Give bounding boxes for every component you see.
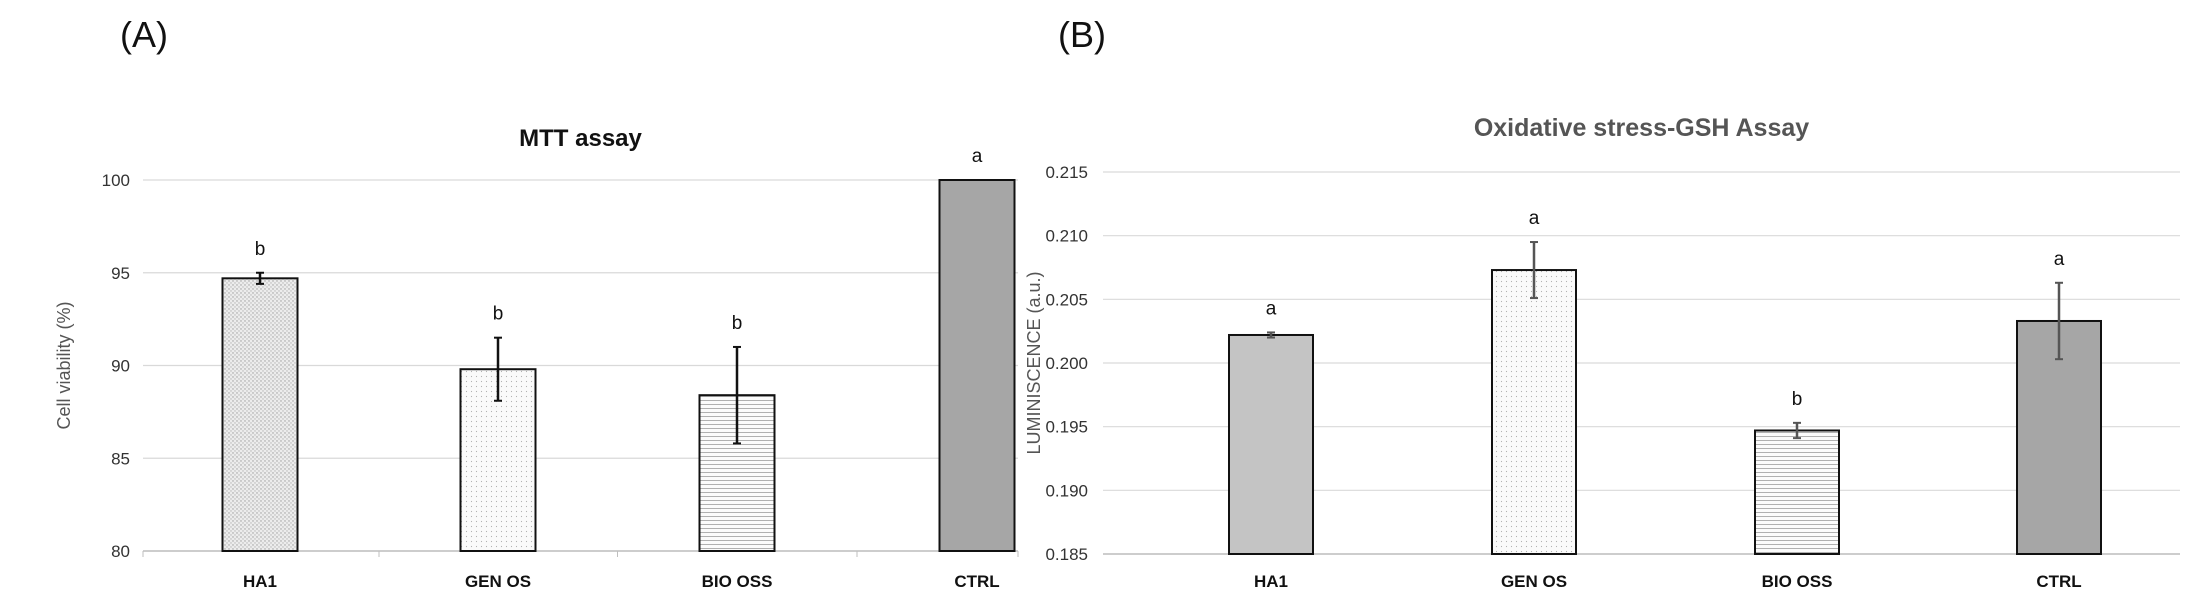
category-label: GEN OS (465, 572, 531, 591)
chart-gsh-assay: 0.185 0.190 0.195 0.200 0.205 0.210 0.215 Oxida… (1024, 114, 2180, 591)
category-label: HA1 (243, 572, 277, 591)
y-axis-label: LUMINISCENCE (a.u.) (1024, 271, 1044, 454)
y-tick-label: 95 (111, 264, 130, 283)
bar (938, 179, 1016, 552)
y-tick-label: 0.205 (1045, 290, 1088, 309)
chart-title: Oxidative stress-GSH Assay (1474, 114, 1809, 142)
y-tick-label: 0.195 (1045, 418, 1088, 437)
y-axis-label: Cell viability (%) (54, 301, 74, 429)
y-tick-label: 0.185 (1045, 545, 1088, 564)
significance-label: a (1266, 298, 1277, 319)
y-tick-label: 0.210 (1045, 227, 1088, 246)
y-tick-label: 0.190 (1045, 481, 1088, 500)
significance-label: a (972, 146, 983, 167)
panel-label-a: (A) (120, 14, 168, 55)
significance-label: a (2054, 249, 2065, 270)
y-tick-label: 80 (111, 542, 130, 561)
chart-title: MTT assay (519, 125, 642, 152)
bar (1491, 269, 1577, 555)
significance-label: b (732, 313, 743, 334)
y-tick-label: 0.215 (1045, 163, 1088, 182)
y-tick-label: 85 (111, 449, 130, 468)
category-label: CTRL (954, 572, 999, 591)
bar (1754, 429, 1840, 555)
significance-label: a (1529, 208, 1540, 229)
y-tick-label: 0.200 (1045, 354, 1088, 373)
category-label: HA1 (1254, 572, 1288, 591)
y-tick-label: 90 (111, 357, 130, 376)
y-tick-label: 100 (102, 171, 130, 190)
category-label: BIO OSS (702, 572, 773, 591)
significance-label: b (255, 239, 266, 260)
chart-mtt-assay: 80 85 90 95 100 MTT assay Cell viability (%) b H… (54, 125, 1019, 591)
significance-label: b (1792, 389, 1803, 410)
significance-label: b (493, 304, 504, 325)
category-label: BIO OSS (1762, 572, 1833, 591)
category-label: CTRL (2036, 572, 2081, 591)
panel-label-b: (B) (1058, 14, 1106, 55)
bar (1228, 333, 1314, 555)
bar (221, 277, 299, 552)
category-label: GEN OS (1501, 572, 1567, 591)
